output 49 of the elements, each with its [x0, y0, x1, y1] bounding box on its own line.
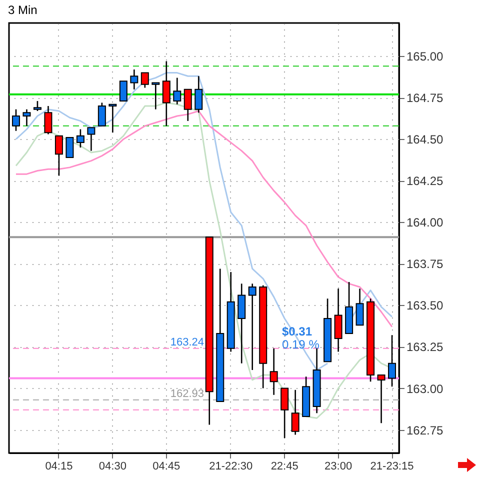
y-tick-label: 164.00	[406, 216, 444, 230]
candlestick	[76, 128, 84, 148]
candlestick	[22, 108, 31, 127]
candlestick	[108, 104, 117, 134]
candlestick	[334, 288, 342, 352]
y-tick-label: 163.75	[406, 257, 444, 272]
ref-line-label: 162.93	[170, 388, 204, 400]
y-tick-label: 163.00	[406, 382, 444, 396]
x-tick-label: 04:45	[152, 460, 180, 472]
x-tick-label: 22:45	[270, 460, 298, 472]
candlestick	[87, 126, 96, 152]
candlestick	[194, 75, 203, 114]
candlestick	[140, 72, 149, 88]
candlestick	[238, 283, 246, 364]
candlestick	[388, 334, 396, 388]
candlestick	[130, 68, 138, 90]
candlestick	[270, 348, 278, 396]
candlestick	[162, 60, 170, 127]
chart-title: 3 Min	[8, 3, 38, 17]
x-tick-label: 04:15	[45, 460, 73, 472]
y-tick-label: 163.25	[406, 340, 444, 354]
y-tick-label: 163.50	[406, 298, 444, 313]
x-tick-label: 04:30	[98, 460, 126, 472]
candlestick	[66, 137, 74, 158]
candlestick	[280, 388, 289, 439]
candlestick	[248, 283, 256, 371]
candlestick	[54, 135, 63, 176]
candlestick	[33, 100, 42, 112]
y-tick-label: 164.75	[406, 91, 444, 106]
ref-line-label: 163.24	[170, 336, 204, 348]
x-tick-label: 21-22:30	[209, 460, 253, 472]
annotation: $0.31	[282, 324, 312, 338]
x-tick-label: 21-23:15	[370, 460, 414, 472]
y-tick-label: 164.25	[406, 174, 444, 188]
candlestick	[184, 88, 192, 122]
candlestick	[98, 102, 106, 127]
candlestick	[12, 108, 20, 132]
x-tick-label: 23:00	[324, 460, 352, 472]
candlestick	[291, 389, 300, 436]
candlestick	[173, 77, 182, 105]
candlestick	[44, 105, 52, 135]
candlestick	[119, 80, 128, 102]
annotation: 0.19 %	[282, 338, 320, 352]
candlestick	[377, 374, 386, 424]
candlestick	[152, 82, 160, 110]
y-tick-label: 164.50	[406, 132, 444, 147]
candlestick	[356, 288, 364, 326]
y-tick-label: 165.00	[406, 50, 444, 64]
y-tick-label: 162.75	[406, 423, 444, 438]
